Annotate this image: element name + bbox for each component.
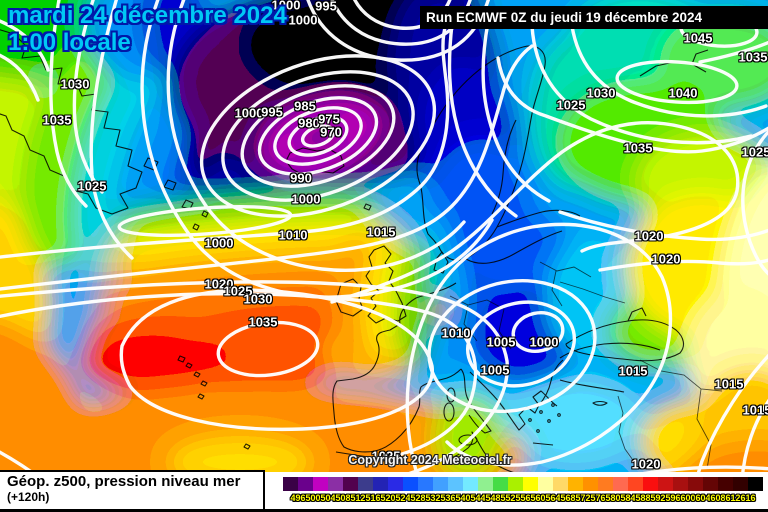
legend-cell [643, 477, 658, 491]
legend-cell [313, 477, 328, 491]
legend-tick-label: 496 [290, 493, 306, 503]
legend-tick-label: 548 [485, 493, 501, 503]
legend-cell [703, 477, 718, 491]
legend-cell [463, 477, 478, 491]
legend-cell [658, 477, 673, 491]
valid-time: 1:00 locale [8, 29, 131, 56]
run-header: Run ECMWF 0Z du jeudi 19 décembre 2024 [420, 6, 768, 29]
legend-tick-label: 504 [320, 493, 336, 503]
legend-tick-label: 512 [350, 493, 366, 503]
legend-cell [298, 477, 313, 491]
legend-cell [628, 477, 643, 491]
legend-tick-label: 544 [470, 493, 486, 503]
legend-tick-label: 524 [395, 493, 411, 503]
legend-cell [613, 477, 628, 491]
legend-tick-label: 564 [545, 493, 561, 503]
parameter-title: Géop. z500, pression niveau mer [7, 473, 241, 490]
legend-tick-label: 592 [650, 493, 666, 503]
legend-tick-label: 516 [365, 493, 381, 503]
legend-cell [748, 477, 763, 491]
legend-cell [343, 477, 358, 491]
legend-cell [328, 477, 343, 491]
bottom-border [0, 509, 768, 512]
legend-cell [358, 477, 373, 491]
legend-tick-label: 572 [575, 493, 591, 503]
legend-tick-label: 560 [530, 493, 546, 503]
legend-cell [718, 477, 733, 491]
legend-cell [538, 477, 553, 491]
legend-tick-label: 568 [560, 493, 576, 503]
legend-cell [388, 477, 403, 491]
legend-cell [373, 477, 388, 491]
legend-tick-label: 580 [605, 493, 621, 503]
parameter-box: Géop. z500, pression niveau mer (+120h) [0, 470, 265, 511]
legend-tick-label: 520 [380, 493, 396, 503]
legend-tick-label: 576 [590, 493, 606, 503]
legend-tick-label: 552 [500, 493, 516, 503]
legend-ticks: 496 500 504 508 512 516 520 524 528 532 536 540 544 5… [0, 493, 768, 505]
legend-cell [568, 477, 583, 491]
legend-tick-label: 596 [665, 493, 681, 503]
legend-cell [448, 477, 463, 491]
legend-cell [583, 477, 598, 491]
legend-cell [433, 477, 448, 491]
legend-tick-label: 532 [425, 493, 441, 503]
legend-tick-label: 588 [635, 493, 651, 503]
legend-cell [493, 477, 508, 491]
legend-cell [598, 477, 613, 491]
legend-cell [673, 477, 688, 491]
valid-datetime: mardi 24 décembre 2024 1:00 locale [8, 2, 287, 56]
legend-tick-label: 600 [680, 493, 696, 503]
legend-tick-label: 500 [305, 493, 321, 503]
legend-tick-label: 608 [710, 493, 726, 503]
legend-tick-label: 536 [440, 493, 456, 503]
legend-tick-label: 528 [410, 493, 426, 503]
legend-cell [523, 477, 538, 491]
valid-date: mardi 24 décembre 2024 [8, 2, 287, 29]
legend-tick-label: 540 [455, 493, 471, 503]
legend-cell [283, 477, 298, 491]
copyright-text: Copyright 2024 Meteociel.fr [348, 453, 512, 467]
legend-tick-label: 508 [335, 493, 351, 503]
legend-cell [733, 477, 748, 491]
legend-tick-label: 612 [725, 493, 741, 503]
legend-cell [418, 477, 433, 491]
country-borders [449, 261, 723, 470]
legend-tick-label: 584 [620, 493, 636, 503]
legend-cell [403, 477, 418, 491]
legend-tick-label: 604 [695, 493, 711, 503]
forecast-lead-time: (+120h) [7, 490, 50, 504]
legend-tick-label: 556 [515, 493, 531, 503]
legend-tick-label: 616 [740, 493, 756, 503]
legend-cell [478, 477, 493, 491]
legend-cell [553, 477, 568, 491]
legend-cell [508, 477, 523, 491]
legend-cells [283, 477, 763, 491]
legend-cell [688, 477, 703, 491]
